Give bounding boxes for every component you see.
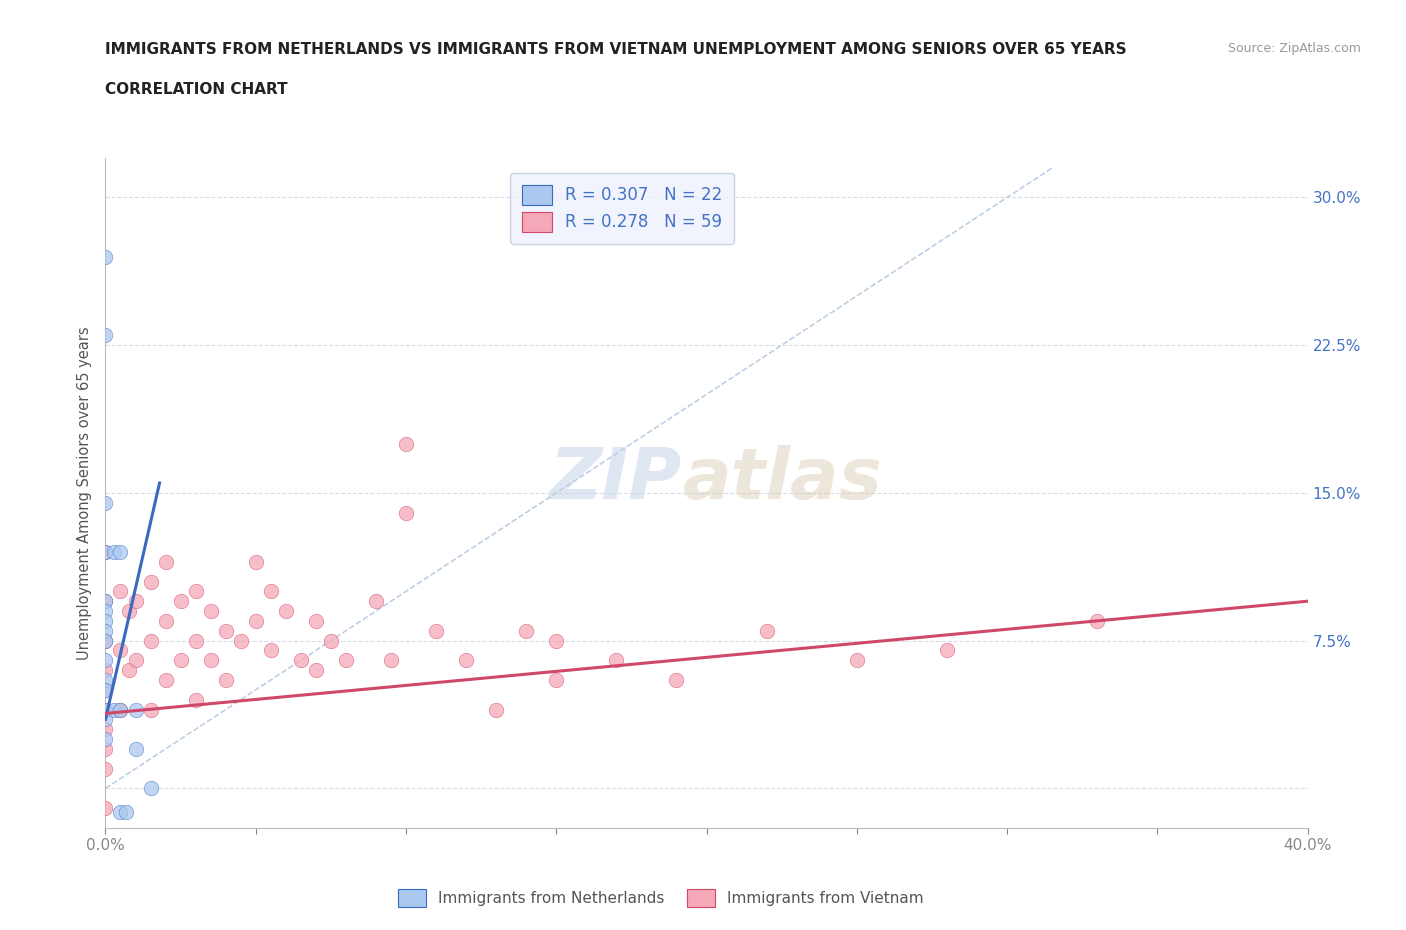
Point: [936, 643, 959, 658]
Point: [94, 545, 117, 560]
Point: [115, 804, 138, 819]
Point: [1085, 614, 1108, 629]
Legend: Immigrants from Netherlands, Immigrants from Vietnam: Immigrants from Netherlands, Immigrants …: [392, 884, 929, 913]
Point: [94, 614, 117, 629]
Point: [546, 633, 568, 648]
Point: [184, 692, 207, 707]
Point: [124, 741, 146, 756]
Point: [94, 732, 117, 747]
Point: [245, 554, 267, 569]
Point: [94, 623, 117, 638]
Point: [845, 653, 868, 668]
Point: [245, 614, 267, 629]
Point: [139, 702, 162, 717]
Point: [290, 653, 312, 668]
Point: [94, 604, 117, 618]
Point: [103, 545, 125, 560]
Point: [124, 653, 146, 668]
Point: [103, 702, 125, 717]
Point: [94, 328, 117, 343]
Point: [169, 593, 191, 608]
Point: [110, 804, 132, 819]
Point: [94, 761, 117, 776]
Point: [755, 623, 778, 638]
Point: [274, 604, 297, 618]
Point: [454, 653, 477, 668]
Text: IMMIGRANTS FROM NETHERLANDS VS IMMIGRANTS FROM VIETNAM UNEMPLOYMENT AMONG SENIOR: IMMIGRANTS FROM NETHERLANDS VS IMMIGRANT…: [105, 42, 1128, 57]
Point: [546, 672, 568, 687]
Point: [110, 702, 132, 717]
Point: [155, 614, 177, 629]
Point: [260, 643, 283, 658]
Point: [214, 623, 236, 638]
Point: [94, 672, 117, 687]
Text: CORRELATION CHART: CORRELATION CHART: [105, 82, 288, 97]
Point: [94, 633, 117, 648]
Point: [94, 712, 117, 727]
Point: [260, 584, 283, 599]
Point: [110, 643, 132, 658]
Point: [169, 653, 191, 668]
Point: [184, 584, 207, 599]
Point: [94, 741, 117, 756]
Text: atlas: atlas: [682, 445, 882, 514]
Point: [94, 663, 117, 678]
Point: [94, 653, 117, 668]
Point: [94, 496, 117, 511]
Point: [94, 633, 117, 648]
Point: [94, 722, 117, 737]
Point: [94, 249, 117, 264]
Point: [605, 653, 627, 668]
Point: [110, 545, 132, 560]
Point: [94, 593, 117, 608]
Point: [94, 801, 117, 816]
Point: [110, 702, 132, 717]
Y-axis label: Unemployment Among Seniors over 65 years: Unemployment Among Seniors over 65 years: [77, 326, 93, 659]
Point: [155, 554, 177, 569]
Point: [110, 584, 132, 599]
Point: [139, 781, 162, 796]
Point: [319, 633, 342, 648]
Point: [515, 623, 537, 638]
Point: [364, 593, 387, 608]
Text: Source: ZipAtlas.com: Source: ZipAtlas.com: [1227, 42, 1361, 55]
Point: [94, 702, 117, 717]
Point: [94, 593, 117, 608]
Point: [305, 614, 328, 629]
Point: [395, 436, 418, 451]
Point: [200, 653, 222, 668]
Point: [229, 633, 252, 648]
Legend: R = 0.307   N = 22, R = 0.278   N = 59: R = 0.307 N = 22, R = 0.278 N = 59: [510, 173, 734, 244]
Point: [94, 545, 117, 560]
Point: [395, 505, 418, 520]
Point: [124, 702, 146, 717]
Point: [665, 672, 688, 687]
Point: [118, 663, 141, 678]
Point: [94, 683, 117, 698]
Point: [94, 702, 117, 717]
Point: [335, 653, 357, 668]
Point: [214, 672, 236, 687]
Point: [380, 653, 402, 668]
Point: [118, 604, 141, 618]
Point: [200, 604, 222, 618]
Point: [485, 702, 508, 717]
Point: [139, 574, 162, 589]
Point: [425, 623, 447, 638]
Point: [124, 593, 146, 608]
Point: [155, 672, 177, 687]
Text: ZIP: ZIP: [550, 445, 682, 514]
Point: [139, 633, 162, 648]
Point: [305, 663, 328, 678]
Point: [184, 633, 207, 648]
Point: [94, 683, 117, 698]
